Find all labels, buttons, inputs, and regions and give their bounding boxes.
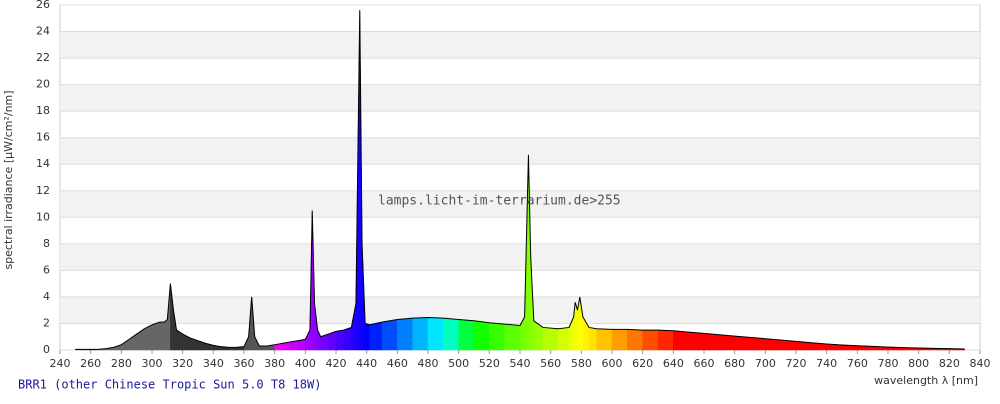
spectrum-segment (673, 330, 689, 351)
x-tick-label: 380 (264, 357, 285, 370)
x-tick-label: 600 (602, 357, 623, 370)
spectrum-segment (443, 317, 459, 351)
x-tick-label: 400 (295, 357, 316, 370)
x-tick-label: 660 (694, 357, 715, 370)
spectrum-segment (489, 322, 505, 351)
y-tick-label: 18 (36, 104, 50, 117)
spectrum-segment (627, 329, 643, 351)
x-tick-label: 840 (970, 357, 991, 370)
spectrum-segment (369, 321, 383, 351)
x-tick-label: 440 (356, 357, 377, 370)
spectrum-segment (558, 327, 570, 351)
grid-band (60, 137, 980, 165)
spectrum-segment (364, 323, 370, 351)
y-tick-label: 22 (36, 51, 50, 64)
grid-band (60, 84, 980, 112)
x-tick-label: 540 (510, 357, 531, 370)
spectrum-segment (412, 317, 429, 351)
spectrum-segment (151, 321, 160, 351)
spectrum-segment (765, 338, 781, 351)
y-tick-label: 4 (43, 290, 50, 303)
spectrum-segment (703, 333, 720, 351)
x-tick-label: 240 (50, 357, 71, 370)
x-tick-label: 360 (234, 357, 255, 370)
spectrum-segment (381, 319, 398, 351)
y-tick-label: 8 (43, 237, 50, 250)
y-tick-label: 2 (43, 316, 50, 329)
spectrum-segment (749, 337, 766, 351)
x-tick-label: 720 (786, 357, 807, 370)
y-tick-label: 6 (43, 263, 50, 276)
x-tick-label: 340 (203, 357, 224, 370)
x-tick-label: 740 (816, 357, 837, 370)
spectrum-segment (397, 317, 413, 351)
spectrum-segment (657, 329, 674, 351)
spectrum-segment (427, 317, 444, 351)
x-tick-label: 260 (80, 357, 101, 370)
plot-frame (59, 4, 981, 351)
spectrum-segment (458, 319, 475, 351)
spectrum-segment (611, 329, 628, 351)
x-tick-label: 320 (172, 357, 193, 370)
x-tick-label: 560 (540, 357, 561, 370)
watermark: lamps.licht-im-terrarium.de>255 (378, 194, 621, 209)
y-tick-label: 26 (36, 0, 50, 11)
x-tick-label: 480 (418, 357, 439, 370)
x-tick-label: 640 (663, 357, 684, 370)
x-axis-label: wavelength λ [nm] (874, 374, 978, 387)
y-tick-label: 24 (36, 25, 50, 38)
y-tick-label: 12 (36, 184, 50, 197)
spectrum-segment (328, 331, 337, 351)
y-tick-label: 0 (43, 343, 50, 356)
y-axis-label: spectral irradiance [µW/cm²/nm] (2, 90, 15, 269)
spectrum-segment (542, 327, 559, 351)
grid-band (60, 31, 980, 59)
x-tick-label: 300 (142, 357, 163, 370)
spectrum-segment (588, 327, 597, 351)
spectrum-segment (335, 329, 344, 351)
spectrum-segment (504, 323, 521, 351)
x-tick-label: 520 (479, 357, 500, 370)
spectrum-segment (164, 318, 168, 351)
spectrum-segment (473, 320, 490, 351)
y-tick-label: 20 (36, 78, 50, 91)
grid-band (60, 243, 980, 271)
chart-caption: BRR1 (other Chinese Tropic Sun 5.0 T8 18… (18, 378, 321, 392)
x-tick-label: 500 (448, 357, 469, 370)
spectrum-outline (75, 10, 965, 350)
y-tick-label: 10 (36, 210, 50, 223)
x-tick-label: 820 (939, 357, 960, 370)
spectrum-segment (159, 321, 165, 351)
y-tick-label: 16 (36, 131, 50, 144)
x-tick-label: 760 (847, 357, 868, 370)
x-tick-label: 780 (878, 357, 899, 370)
spectrum-segment (642, 329, 659, 351)
grid-band (60, 296, 980, 324)
x-tick-label: 680 (724, 357, 745, 370)
x-tick-label: 460 (387, 357, 408, 370)
spectrum-segment (719, 334, 735, 351)
spectrum-segment (343, 327, 352, 351)
x-tick-label: 280 (111, 357, 132, 370)
spectrum-segment (259, 345, 268, 351)
x-tick-label: 420 (326, 357, 347, 370)
y-tick-label: 14 (36, 157, 50, 170)
x-tick-label: 800 (908, 357, 929, 370)
spectrum-segment (688, 331, 705, 351)
grid-band (60, 190, 980, 218)
spectrum-segment (734, 335, 751, 351)
spectrum-segment (596, 328, 613, 351)
x-tick-label: 580 (571, 357, 592, 370)
x-tick-label: 700 (755, 357, 776, 370)
x-tick-label: 620 (632, 357, 653, 370)
